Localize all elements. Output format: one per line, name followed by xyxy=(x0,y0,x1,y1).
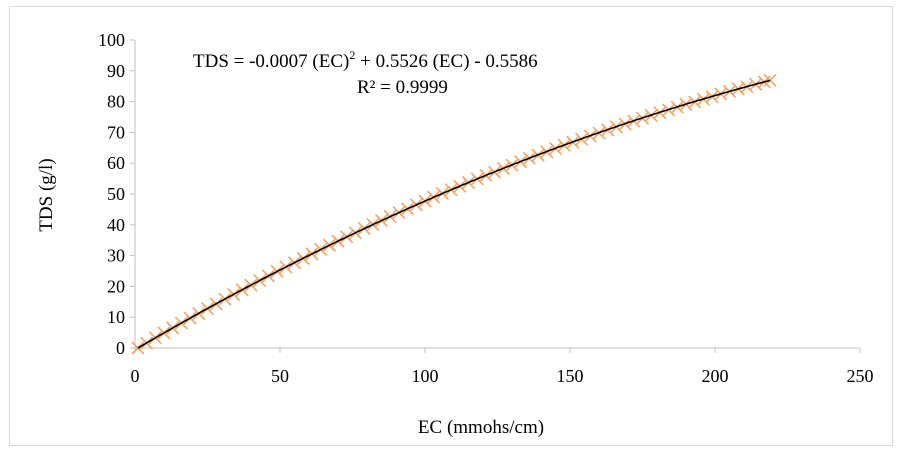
r-squared-annotation: R² = 0.9999 xyxy=(357,77,448,98)
y-tick-label: 10 xyxy=(107,307,125,327)
y-tick-label: 90 xyxy=(107,61,125,81)
chart-frame xyxy=(9,6,893,446)
data-markers xyxy=(131,73,777,355)
x-tick-label: 100 xyxy=(412,366,439,386)
x-tick-label: 200 xyxy=(702,366,729,386)
y-tick-label: 0 xyxy=(116,338,125,358)
y-tick-label: 70 xyxy=(107,122,125,142)
y-tick-label: 60 xyxy=(107,153,125,173)
trendline xyxy=(137,79,771,349)
y-tick-label: 20 xyxy=(107,276,125,296)
x-tick-label: 0 xyxy=(131,366,140,386)
y-axis-title: TDS (g/l) xyxy=(36,158,57,231)
x-tick-label: 50 xyxy=(271,366,289,386)
data-point-marker xyxy=(763,73,777,87)
x-tick-labels: 0 50 100 150 200 250 xyxy=(131,348,874,386)
equation-annotation: TDS = -0.0007 (EC)2 + 0.5526 (EC) - 0.55… xyxy=(193,48,538,72)
y-tick-label: 100 xyxy=(98,30,125,50)
y-tick-labels: 0 10 20 30 40 50 60 70 80 90 100 xyxy=(98,30,135,358)
y-tick-label: 40 xyxy=(107,215,125,235)
y-tick-label: 30 xyxy=(107,246,125,266)
x-axis-title: EC (mmohs/cm) xyxy=(418,417,544,438)
x-tick-label: 150 xyxy=(557,366,584,386)
x-tick-label: 250 xyxy=(847,366,874,386)
y-tick-label: 80 xyxy=(107,92,125,112)
y-tick-label: 50 xyxy=(107,184,125,204)
